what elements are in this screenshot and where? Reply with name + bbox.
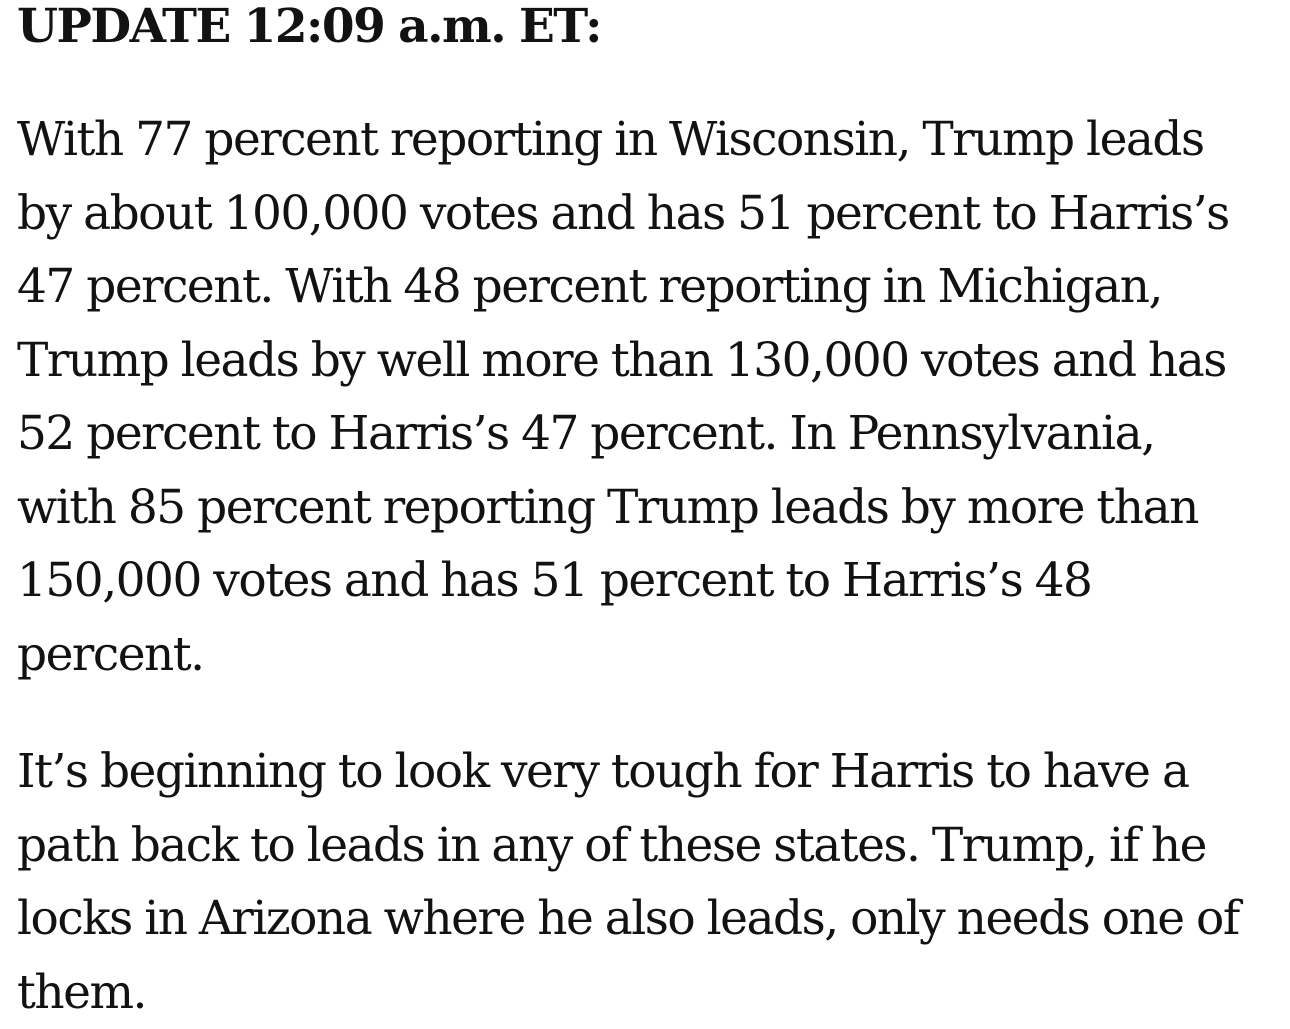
paragraph-line: 52 percent to Harris’s 47 percent. In Pe… [17,397,1290,471]
paragraph-line: path back to leads in any of these state… [17,809,1290,883]
paragraph-line: by about 100,000 votes and has 51 percen… [17,177,1290,251]
paragraph-line: It’s beginning to look very tough for Ha… [17,735,1290,809]
paragraph-line: them. [17,956,1290,1029]
paragraph-line: With 77 percent reporting in Wisconsin, … [17,103,1290,177]
paragraph-line: 47 percent. With 48 percent reporting in… [17,250,1290,324]
paragraph-line: 150,000 votes and has 51 percent to Harr… [17,544,1290,618]
update-heading: UPDATE 12:09 a.m. ET: [17,0,1290,53]
paragraph-line: locks in Arizona where he also leads, on… [17,882,1290,956]
paragraph-line: with 85 percent reporting Trump leads by… [17,471,1290,545]
paragraph-line: Trump leads by well more than 130,000 vo… [17,324,1290,398]
paragraph-harris-path: It’s beginning to look very tough for Ha… [17,735,1290,1029]
paragraph-line: percent. [17,618,1290,692]
article-body: UPDATE 12:09 a.m. ET: With 77 percent re… [17,0,1290,1029]
paragraph-wisconsin-michigan-pennsylvania: With 77 percent reporting in Wisconsin, … [17,103,1290,691]
